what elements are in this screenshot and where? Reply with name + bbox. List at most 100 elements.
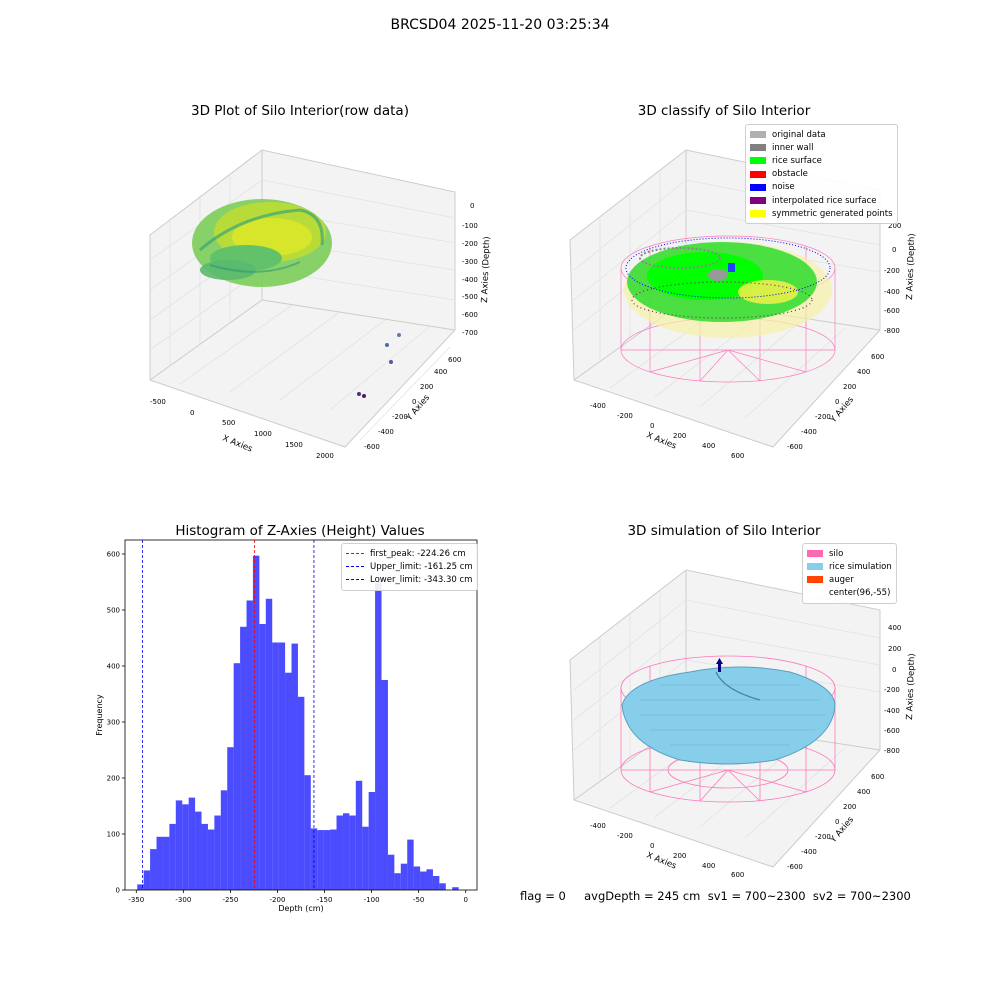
histogram-reference-lines: [142, 540, 315, 890]
histogram-y-tick-label: 400: [107, 663, 120, 671]
raw-ztick: -700: [462, 329, 478, 337]
legend-item-inner-wall: inner wall: [750, 141, 893, 154]
legend-label: rice simulation: [829, 561, 892, 572]
simulation-ytick: 400: [857, 788, 870, 796]
simulation-legend: silo rice simulation auger center(96,-55…: [802, 543, 897, 604]
classify-ylabel: Y Axies: [828, 395, 856, 426]
legend-label: obstacle: [772, 169, 808, 180]
histogram-bar: [432, 876, 440, 890]
raw-ztick: -400: [462, 276, 478, 284]
histogram-bar: [297, 696, 305, 890]
histogram-bar: [381, 680, 388, 890]
legend-label: noise: [772, 182, 795, 193]
histogram-bar: [368, 792, 376, 890]
raw-xtick: 0: [190, 409, 194, 417]
classify-xtick: 400: [702, 442, 715, 450]
histogram-bar: [439, 883, 446, 890]
legend-label: Upper_limit: -161.25 cm: [370, 561, 473, 572]
histogram-bar: [240, 626, 247, 890]
simulation-ztick: -200: [884, 686, 900, 694]
classify-xtick: 600: [731, 452, 744, 460]
histogram-y-tick-label: 600: [107, 551, 120, 559]
raw-ytick: 600: [448, 356, 461, 364]
classify-ztick: -200: [884, 267, 900, 275]
raw-ytick: -600: [364, 443, 380, 451]
simulation-xtick: 600: [731, 871, 744, 879]
histogram-bar: [265, 598, 273, 890]
simulation-xtick: -200: [617, 832, 633, 840]
legend-label: symmetric generated points: [772, 208, 893, 219]
histogram-bar: [362, 826, 369, 890]
raw-xtick: 1500: [285, 441, 303, 449]
histogram-frame: [124, 539, 478, 891]
histogram-xlabel: Depth (cm): [278, 904, 323, 913]
histogram-bar: [426, 869, 433, 890]
histogram-x-tick-label: -350: [128, 896, 144, 904]
simulation-ytick: 200: [843, 803, 856, 811]
histogram-x-tick-label: -300: [175, 896, 191, 904]
classify-xtick: 0: [650, 422, 654, 430]
histogram-bar: [304, 775, 311, 890]
histogram-bar: [150, 849, 157, 890]
histogram-x-tick-label: -150: [317, 896, 333, 904]
legend-swatch: [807, 563, 823, 571]
histogram-bar: [201, 823, 208, 890]
histogram-ylabel: Frequency: [95, 694, 104, 736]
legend-swatch: [750, 131, 766, 139]
classify-ytick: -600: [787, 443, 803, 451]
classify-ytick: 0: [835, 398, 839, 406]
classify-ztick: -600: [884, 307, 900, 315]
histogram-x-tick-label: -250: [222, 896, 238, 904]
legend-swatch: [807, 589, 823, 597]
simulation-ztick: -800: [884, 747, 900, 755]
classify-ztick: 200: [888, 222, 901, 230]
simulation-ztick: 0: [892, 666, 896, 674]
simulation-xtick: 0: [650, 842, 654, 850]
legend-swatch: [750, 170, 766, 178]
histogram-bar: [195, 811, 202, 890]
simulation-auger: [716, 658, 723, 672]
histogram-bar: [420, 871, 427, 890]
raw-ztick: -300: [462, 258, 478, 266]
legend-line: [346, 553, 364, 555]
raw-xtick: 1000: [254, 430, 272, 438]
legend-label: center(96,-55): [829, 588, 891, 599]
legend-item-rice-surface: rice surface: [750, 154, 893, 167]
raw-ztick: 0: [470, 202, 474, 210]
histogram-bar: [400, 863, 408, 890]
classify-ytick: -200: [815, 413, 831, 421]
legend-item-original-data: original data: [750, 128, 893, 141]
classify-ztick: 0: [892, 246, 896, 254]
legend-label: original data: [772, 129, 826, 140]
histogram-bar: [169, 823, 176, 890]
legend-swatch: [807, 550, 823, 558]
raw-outlier-points: [357, 333, 401, 398]
simulation-ztick: 400: [888, 624, 901, 632]
simulation-ytick: 0: [835, 818, 839, 826]
legend-item-first-peak: first_peak: -224.26 cm: [346, 547, 473, 560]
histogram-y-tick-label: 100: [107, 831, 120, 839]
simulation-ztick: -400: [884, 707, 900, 715]
simulation-3d-plot: -400 -200 0 200 400 600 -600 -400 -200 0…: [569, 569, 917, 879]
raw-ylabel: Y Axies: [404, 393, 432, 424]
histogram-x-tick-label: 0: [463, 896, 467, 904]
histogram-bar: [259, 624, 266, 890]
classify-ytick: -400: [801, 428, 817, 436]
classify-3d-plot: -400 -200 0 200 400 600 -600 -400 -200 0…: [569, 149, 917, 460]
legend-item-upper-limit: Upper_limit: -161.25 cm: [346, 560, 473, 573]
classify-zlabel: Z Axies (Depth): [905, 233, 917, 300]
legend-item-auger: auger: [807, 573, 892, 586]
simulation-ytick: -400: [801, 848, 817, 856]
classify-xtick: -400: [590, 402, 606, 410]
histogram-bar: [156, 836, 163, 890]
histogram-legend: first_peak: -224.26 cm Upper_limit: -161…: [341, 543, 478, 591]
simulation-rice-surface: [621, 666, 836, 765]
legend-item-obstacle: obstacle: [750, 168, 893, 181]
raw-ytick: -200: [392, 413, 408, 421]
histogram-y-tick-label: 300: [107, 719, 120, 727]
legend-label: interpolated rice surface: [772, 195, 877, 206]
histogram-bar: [214, 815, 221, 890]
legend-swatch: [750, 183, 766, 191]
simulation-xtick: -400: [590, 822, 606, 830]
histogram-x-ticks: -350 -300 -250 -200 -150 -100 -50 0: [128, 890, 468, 904]
